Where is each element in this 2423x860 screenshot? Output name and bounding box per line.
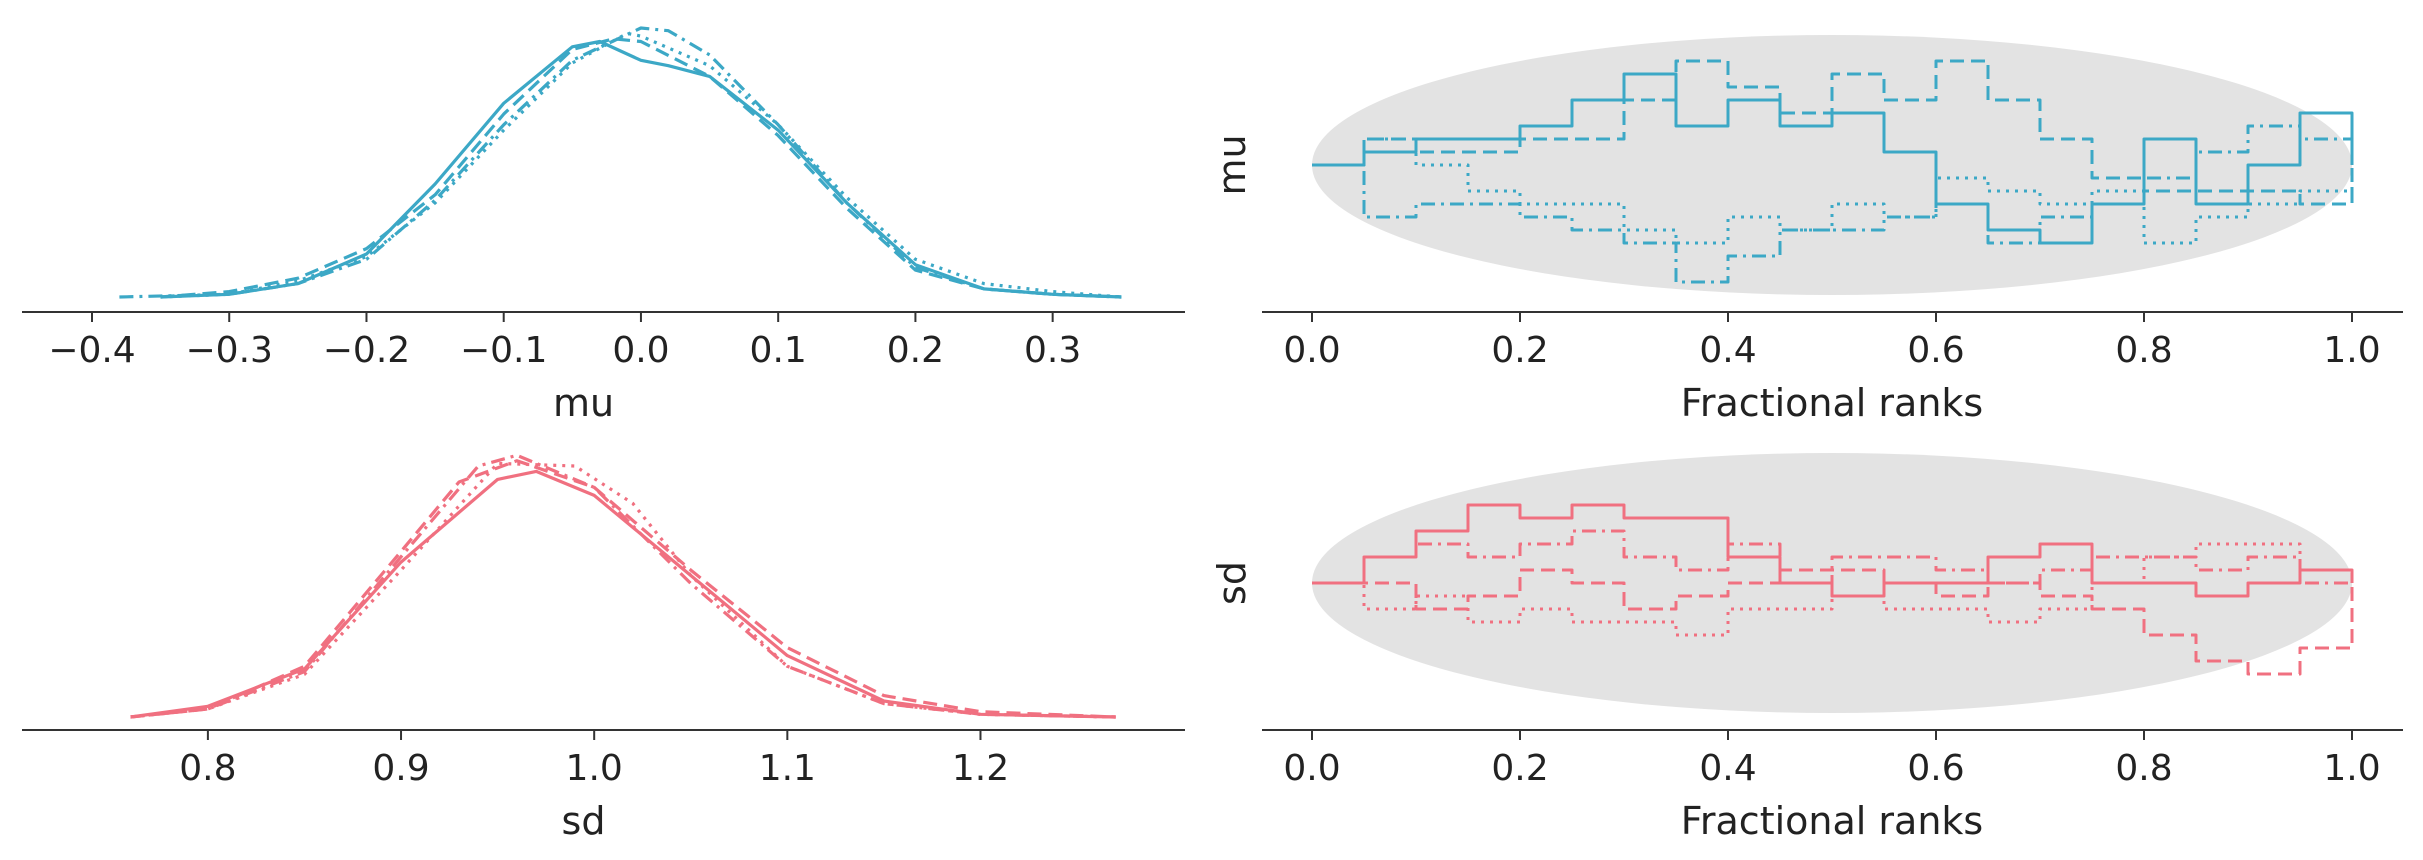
x-tick-label: 0.1	[750, 330, 807, 371]
x-tick-label: 0.6	[1907, 330, 1964, 371]
series-line-dashdot	[1312, 529, 2352, 585]
x-tick-label: 1.0	[2323, 330, 2380, 371]
series-line-dotted	[1312, 137, 2354, 245]
x-tick-label: −0.3	[186, 330, 273, 371]
x-tick-label: 0.0	[1283, 330, 1340, 371]
x-tick-label: 0.4	[1699, 330, 1756, 371]
x-axis-label: Fractional ranks	[1681, 381, 1983, 425]
series-line-dashed	[1312, 568, 2354, 676]
x-tick-label: 0.6	[1907, 748, 1964, 789]
x-tick-label: −0.1	[460, 330, 547, 371]
panel-1: −0.4 −0.3 −0.2 −0.1 0.0 0.1 0.2 0.3 mu	[22, 26, 1185, 425]
x-axis-label: sd	[562, 799, 606, 843]
series-line-dotted	[160, 31, 1122, 299]
series-line-dotted	[130, 461, 1116, 719]
panel-3: 0.8 0.9 1.0 1.1 1.2 sd	[22, 453, 1185, 843]
x-tick-label: −0.4	[48, 330, 135, 371]
x-tick-label: 1.0	[566, 748, 623, 789]
series-line-dashdot	[119, 26, 1122, 299]
x-tick-label: 0.2	[887, 330, 944, 371]
y-axis-label: mu	[1210, 134, 1254, 195]
x-tick-label: 0.8	[2115, 748, 2172, 789]
x-tick-label: 0.9	[372, 748, 429, 789]
x-tick-label: 0.0	[1283, 748, 1340, 789]
series-line-solid	[1312, 503, 2354, 598]
series-line-solid	[130, 469, 1116, 719]
y-axis-label: sd	[1210, 561, 1254, 605]
x-tick-label: 0.0	[612, 330, 669, 371]
series-line-solid	[1312, 72, 2354, 245]
series-line-dashed	[130, 459, 1116, 719]
x-tick-label: 0.2	[1491, 748, 1548, 789]
x-tick-label: 1.2	[952, 748, 1009, 789]
x-axis-label: Fractional ranks	[1681, 799, 1983, 843]
x-tick-label: 0.4	[1699, 748, 1756, 789]
x-axis-label: mu	[553, 381, 614, 425]
x-tick-label: 0.8	[2115, 330, 2172, 371]
panel-4: 0.0 0.2 0.4 0.6 0.8 1.0 Fractional ranks sd	[1210, 453, 2403, 843]
x-tick-label: 0.8	[179, 748, 236, 789]
x-tick-label: 0.2	[1491, 330, 1548, 371]
series-line-dashdot	[130, 453, 1116, 719]
series-line-dashed	[1312, 59, 2354, 206]
x-tick-label: −0.2	[323, 330, 410, 371]
x-tick-label: 1.1	[759, 748, 816, 789]
x-tick-label: 1.0	[2323, 748, 2380, 789]
panel-2: 0.0 0.2 0.4 0.6 0.8 1.0 Fractional ranks mu	[1210, 35, 2403, 425]
x-tick-label: 0.3	[1024, 330, 1081, 371]
series-line-dashdot	[1312, 124, 2354, 284]
series-line-solid	[160, 39, 1122, 299]
